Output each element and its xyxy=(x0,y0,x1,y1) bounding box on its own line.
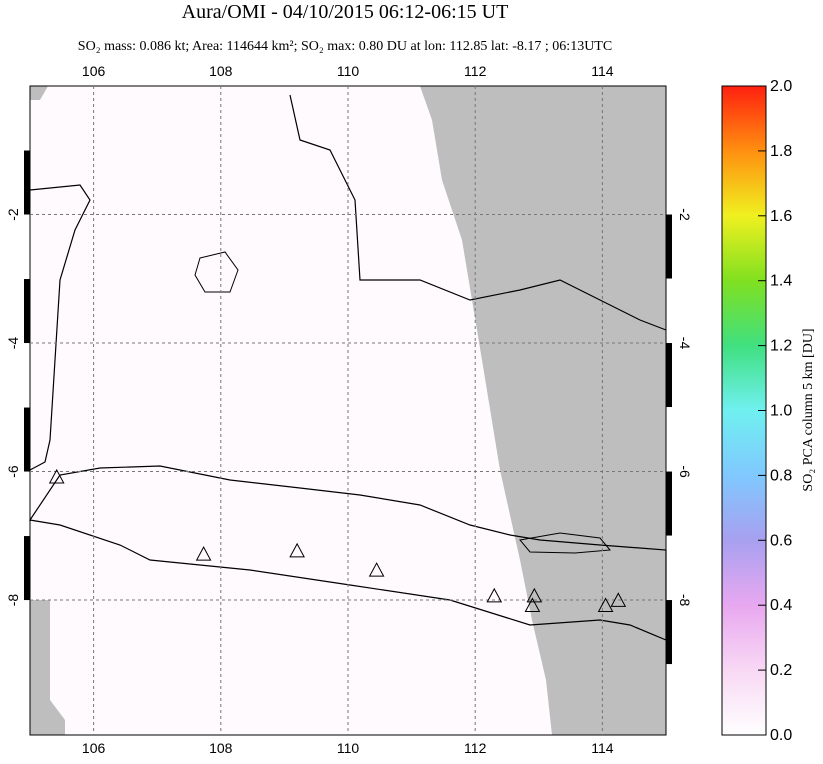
volcano-marker xyxy=(289,542,305,558)
colorbar-tick-label: 0.2 xyxy=(770,662,792,679)
colorbar-tick-label: 0.0 xyxy=(770,727,792,744)
coastline xyxy=(28,465,667,641)
title: Aura/OMI - 04/10/2015 06:12-06:15 UT xyxy=(182,1,509,23)
volcano-marker xyxy=(195,546,212,561)
coastline xyxy=(29,184,91,471)
x-tick-label: 110 xyxy=(337,63,360,79)
tick-bar xyxy=(24,536,30,601)
island xyxy=(519,532,611,554)
colorbar-tick-label: 1.8 xyxy=(770,143,792,160)
volcano-marker xyxy=(486,587,503,603)
x-tick-label: 112 xyxy=(464,63,487,79)
x-tick-label: 110 xyxy=(337,740,360,756)
y-tick-label: -8 xyxy=(677,594,693,607)
y-tick-label: -2 xyxy=(5,208,21,221)
volcano-marker xyxy=(597,597,614,612)
x-tick-label: 112 xyxy=(464,740,487,756)
y-tick-label: -4 xyxy=(677,337,693,350)
subtitle: SO₂ mass: 0.086 kt; Area: 114644 km²; SO… xyxy=(78,39,612,54)
y-tick-label: -2 xyxy=(677,208,693,221)
x-tick-label: 108 xyxy=(209,740,233,756)
x-tick-label: 108 xyxy=(209,63,233,79)
colorbar-tick-label: 1.0 xyxy=(770,403,792,420)
tick-bar xyxy=(24,150,30,215)
y-tick-label: -4 xyxy=(5,337,21,350)
tick-bar xyxy=(666,471,672,536)
tick-bar xyxy=(24,279,30,344)
tick-bar xyxy=(666,343,672,408)
x-tick-label: 106 xyxy=(82,63,106,79)
no-data-region xyxy=(420,86,666,735)
x-tick-label: 106 xyxy=(82,740,106,756)
volcano-marker xyxy=(48,468,65,484)
volcano-marker xyxy=(524,597,541,612)
no-data-region xyxy=(30,86,65,735)
y-tick-label: -8 xyxy=(5,594,21,607)
x-tick-label: 114 xyxy=(591,63,614,79)
volcano-marker xyxy=(368,562,385,577)
coastline xyxy=(289,94,667,331)
island xyxy=(194,251,239,293)
y-tick-label: -6 xyxy=(677,465,693,478)
colorbar-tick-label: 1.6 xyxy=(770,208,792,225)
colorbar-tick-label: 0.6 xyxy=(770,532,792,549)
x-tick-label: 114 xyxy=(591,740,614,756)
colorbar-tick-label: 0.8 xyxy=(770,467,792,484)
tick-bar xyxy=(666,214,672,279)
tick-bar xyxy=(24,407,30,472)
y-tick-label: -6 xyxy=(5,465,21,478)
colorbar-tick-label: 1.4 xyxy=(770,273,792,290)
colorbar-label: SO₂ PCA column 5 km [DU] xyxy=(801,328,816,491)
tick-bar xyxy=(666,600,672,665)
colorbar-tick-label: 2.0 xyxy=(770,78,792,95)
colorbar-tick-label: 1.2 xyxy=(770,338,792,355)
colorbar-tick-label: 0.4 xyxy=(770,597,792,614)
volcano-marker xyxy=(610,592,627,607)
